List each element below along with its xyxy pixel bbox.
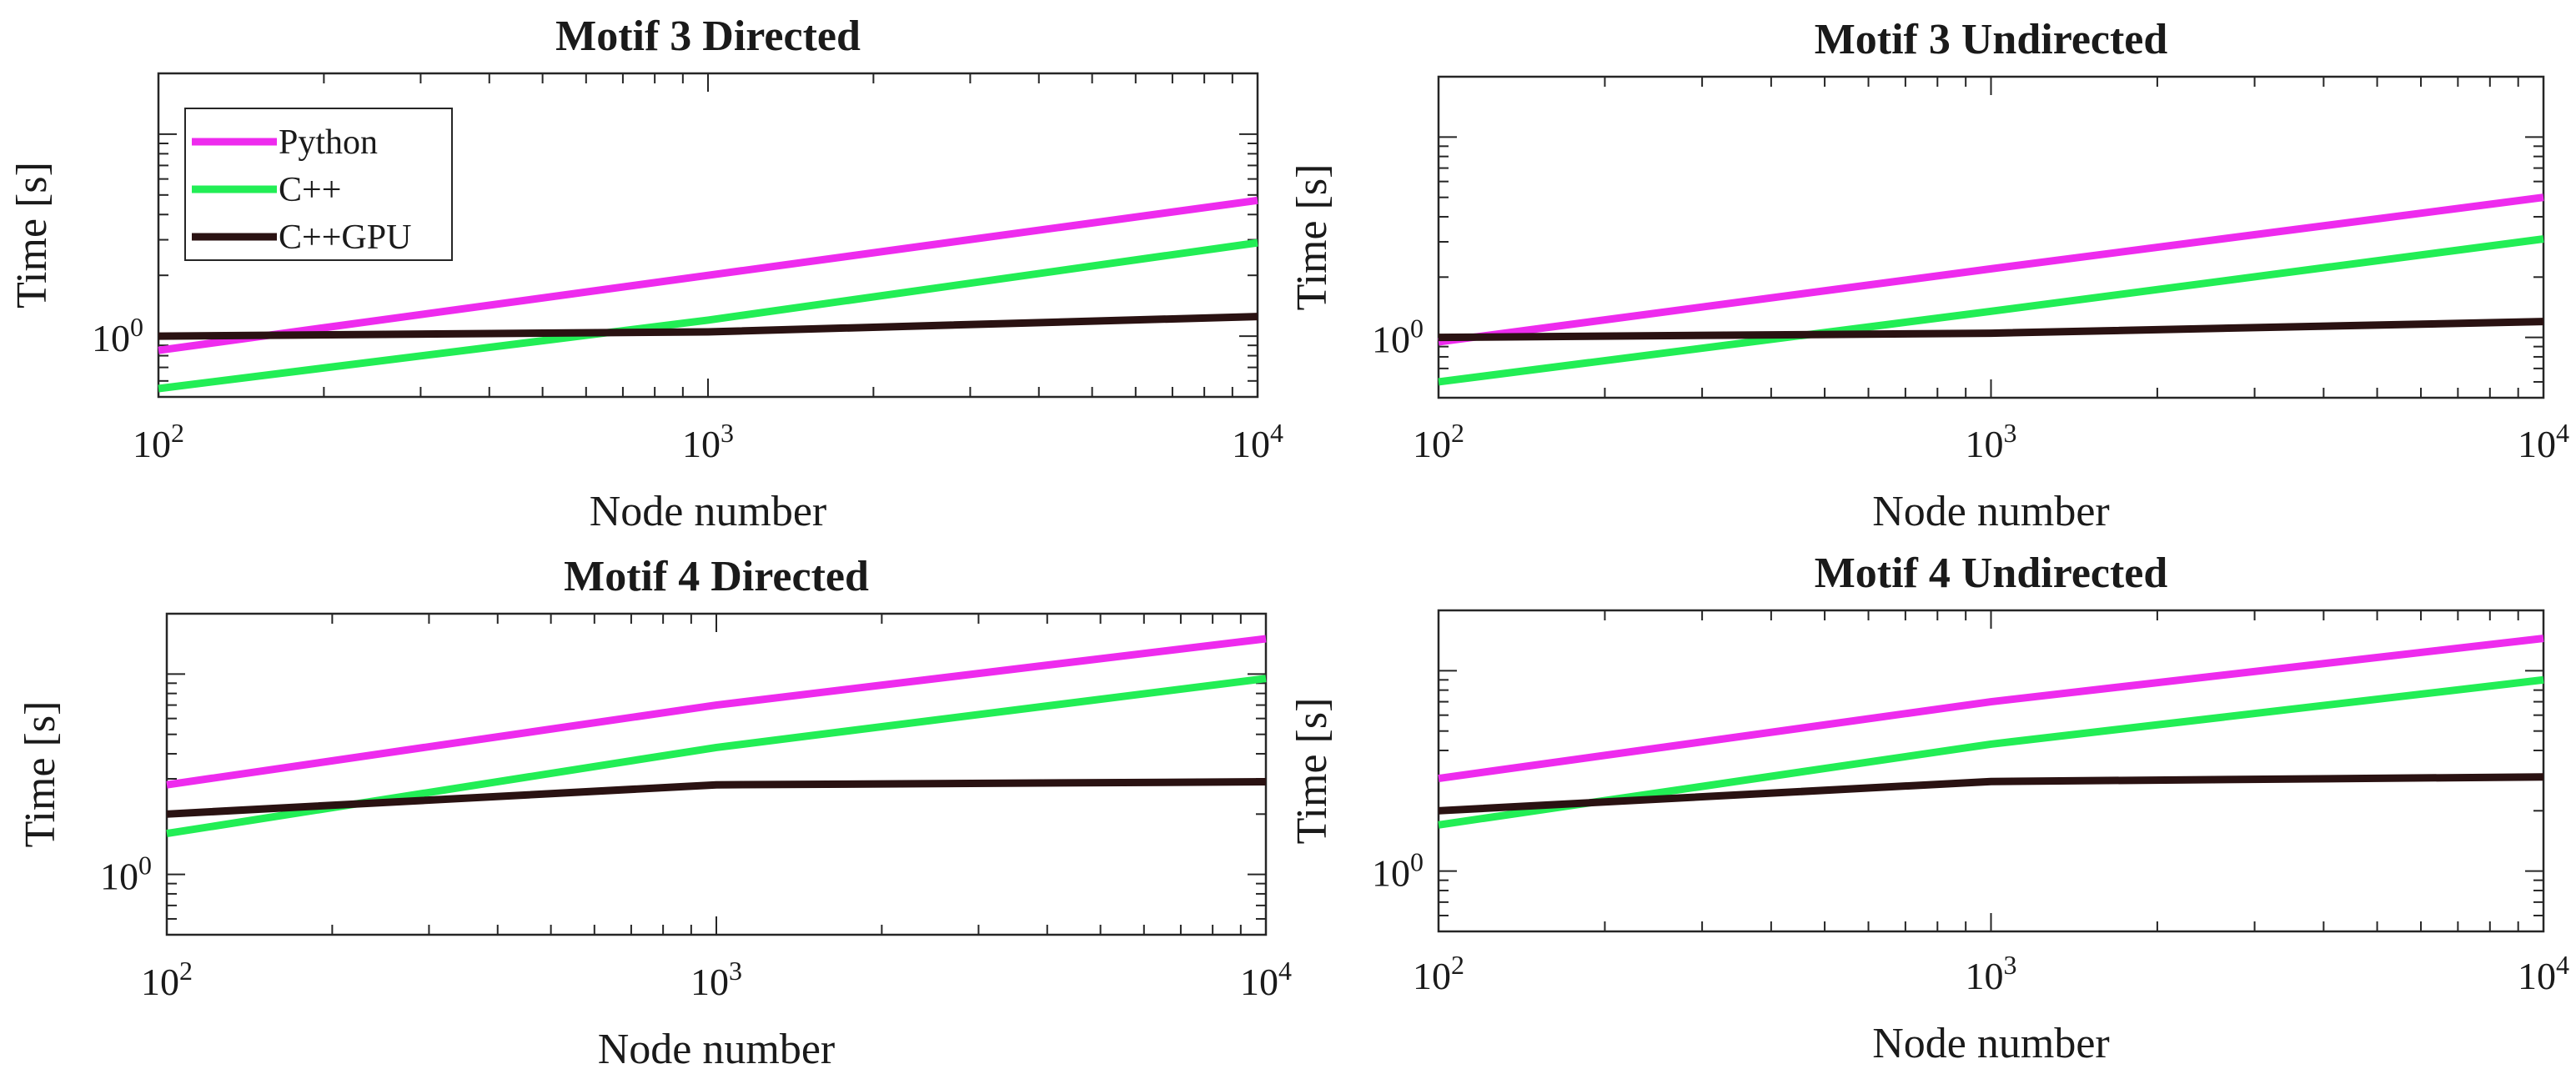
chart-panel-4: 102 103 104 100 Motif 4 Undirected Node numbe… <box>1288 550 2569 1067</box>
y-axis-label: Time [s] <box>1288 698 1336 845</box>
x-tick-label: 103 <box>690 956 742 1003</box>
x-tick-label: 104 <box>1240 956 1292 1003</box>
chart-title: Motif 4 Directed <box>564 553 869 600</box>
chart-title: Motif 4 Undirected <box>1815 550 2168 597</box>
x-axis-label: Node number <box>1872 1020 2109 1067</box>
series-line-cppgpu <box>158 313 1258 340</box>
series-line-python <box>1438 635 2544 782</box>
y-tick-label: 100 <box>1372 847 1424 895</box>
chart-panel-2: 102 103 104 100 Motif 3 Undirected Node numbe… <box>1288 16 2569 535</box>
y-axis-label: Time [s] <box>8 162 56 309</box>
chart-panel-3: 102 103 104 100 Motif 4 Directed Node number T… <box>17 553 1292 1073</box>
x-tick-label: 103 <box>682 418 734 465</box>
axes-box <box>1437 609 2545 933</box>
x-axis-label: Node number <box>598 1026 835 1073</box>
series-line-python <box>1438 193 2544 346</box>
y-axis-label: Time [s] <box>17 701 64 848</box>
series-line-cppgpu <box>1438 773 2544 815</box>
x-tick-label: 104 <box>2518 418 2569 465</box>
x-tick-label: 102 <box>133 418 184 465</box>
series-line-python <box>158 196 1258 354</box>
legend-entry-label: Python <box>279 123 378 162</box>
legend: Python C++ C++GPU <box>184 108 453 261</box>
x-tick-label: 103 <box>1966 418 2017 465</box>
axes-box <box>165 612 1268 936</box>
x-tick-label: 103 <box>1966 950 2017 997</box>
x-axis-label: Node number <box>590 488 826 535</box>
x-tick-label: 102 <box>1413 418 1464 465</box>
y-tick-label: 100 <box>92 312 143 359</box>
x-tick-label: 104 <box>2518 950 2569 997</box>
chart-title: Motif 3 Undirected <box>1815 16 2168 63</box>
series-line-cpp <box>158 238 1258 393</box>
y-tick-label: 100 <box>100 851 152 898</box>
series-line-cppgpu <box>1438 318 2544 342</box>
axes-box <box>1437 75 2545 399</box>
y-tick-label: 100 <box>1372 314 1424 361</box>
legend-entry-label: C++ <box>279 171 341 209</box>
x-tick-label: 102 <box>141 956 193 1003</box>
chart-title: Motif 3 Directed <box>555 13 861 60</box>
y-axis-label: Time [s] <box>1288 164 1336 311</box>
series-line-cpp <box>1438 235 2544 386</box>
x-axis-label: Node number <box>1872 488 2109 535</box>
x-tick-label: 104 <box>1232 418 1283 465</box>
x-tick-label: 102 <box>1413 950 1464 997</box>
series-line-python <box>166 635 1267 789</box>
series-line-cppgpu <box>166 778 1267 818</box>
legend-entry-label: C++GPU <box>279 218 411 257</box>
chart-panel-1: 102 103 104 100 Motif 3 Directed Node number T… <box>8 13 1283 535</box>
